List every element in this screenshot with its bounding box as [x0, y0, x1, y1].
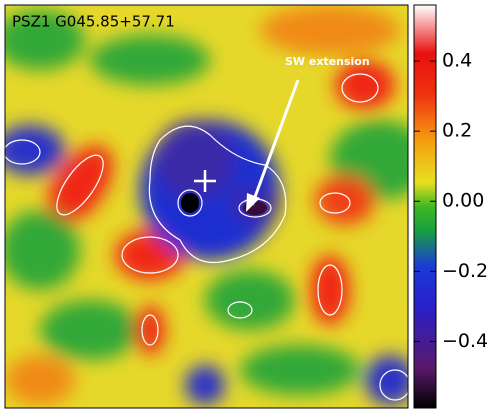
- cross: [194, 170, 216, 192]
- arrow: [250, 79, 300, 206]
- tick-label: −0.2: [442, 260, 488, 282]
- tick-label: 0.00: [442, 190, 484, 212]
- title: PSZ1 G045.85+57.71: [12, 13, 175, 31]
- colorbar: [413, 4, 437, 409]
- arrow-head: [246, 193, 260, 212]
- map-frame: [4, 4, 409, 409]
- map: [5, 5, 408, 408]
- annotation: SW extension: [285, 55, 370, 68]
- colorbar-ticks: −0.4 −0.2 0.00 0.2 0.4: [414, 50, 488, 352]
- tick-label: 0.4: [442, 50, 472, 72]
- tick-label: 0.2: [442, 120, 472, 142]
- tick-label: −0.4: [442, 330, 488, 352]
